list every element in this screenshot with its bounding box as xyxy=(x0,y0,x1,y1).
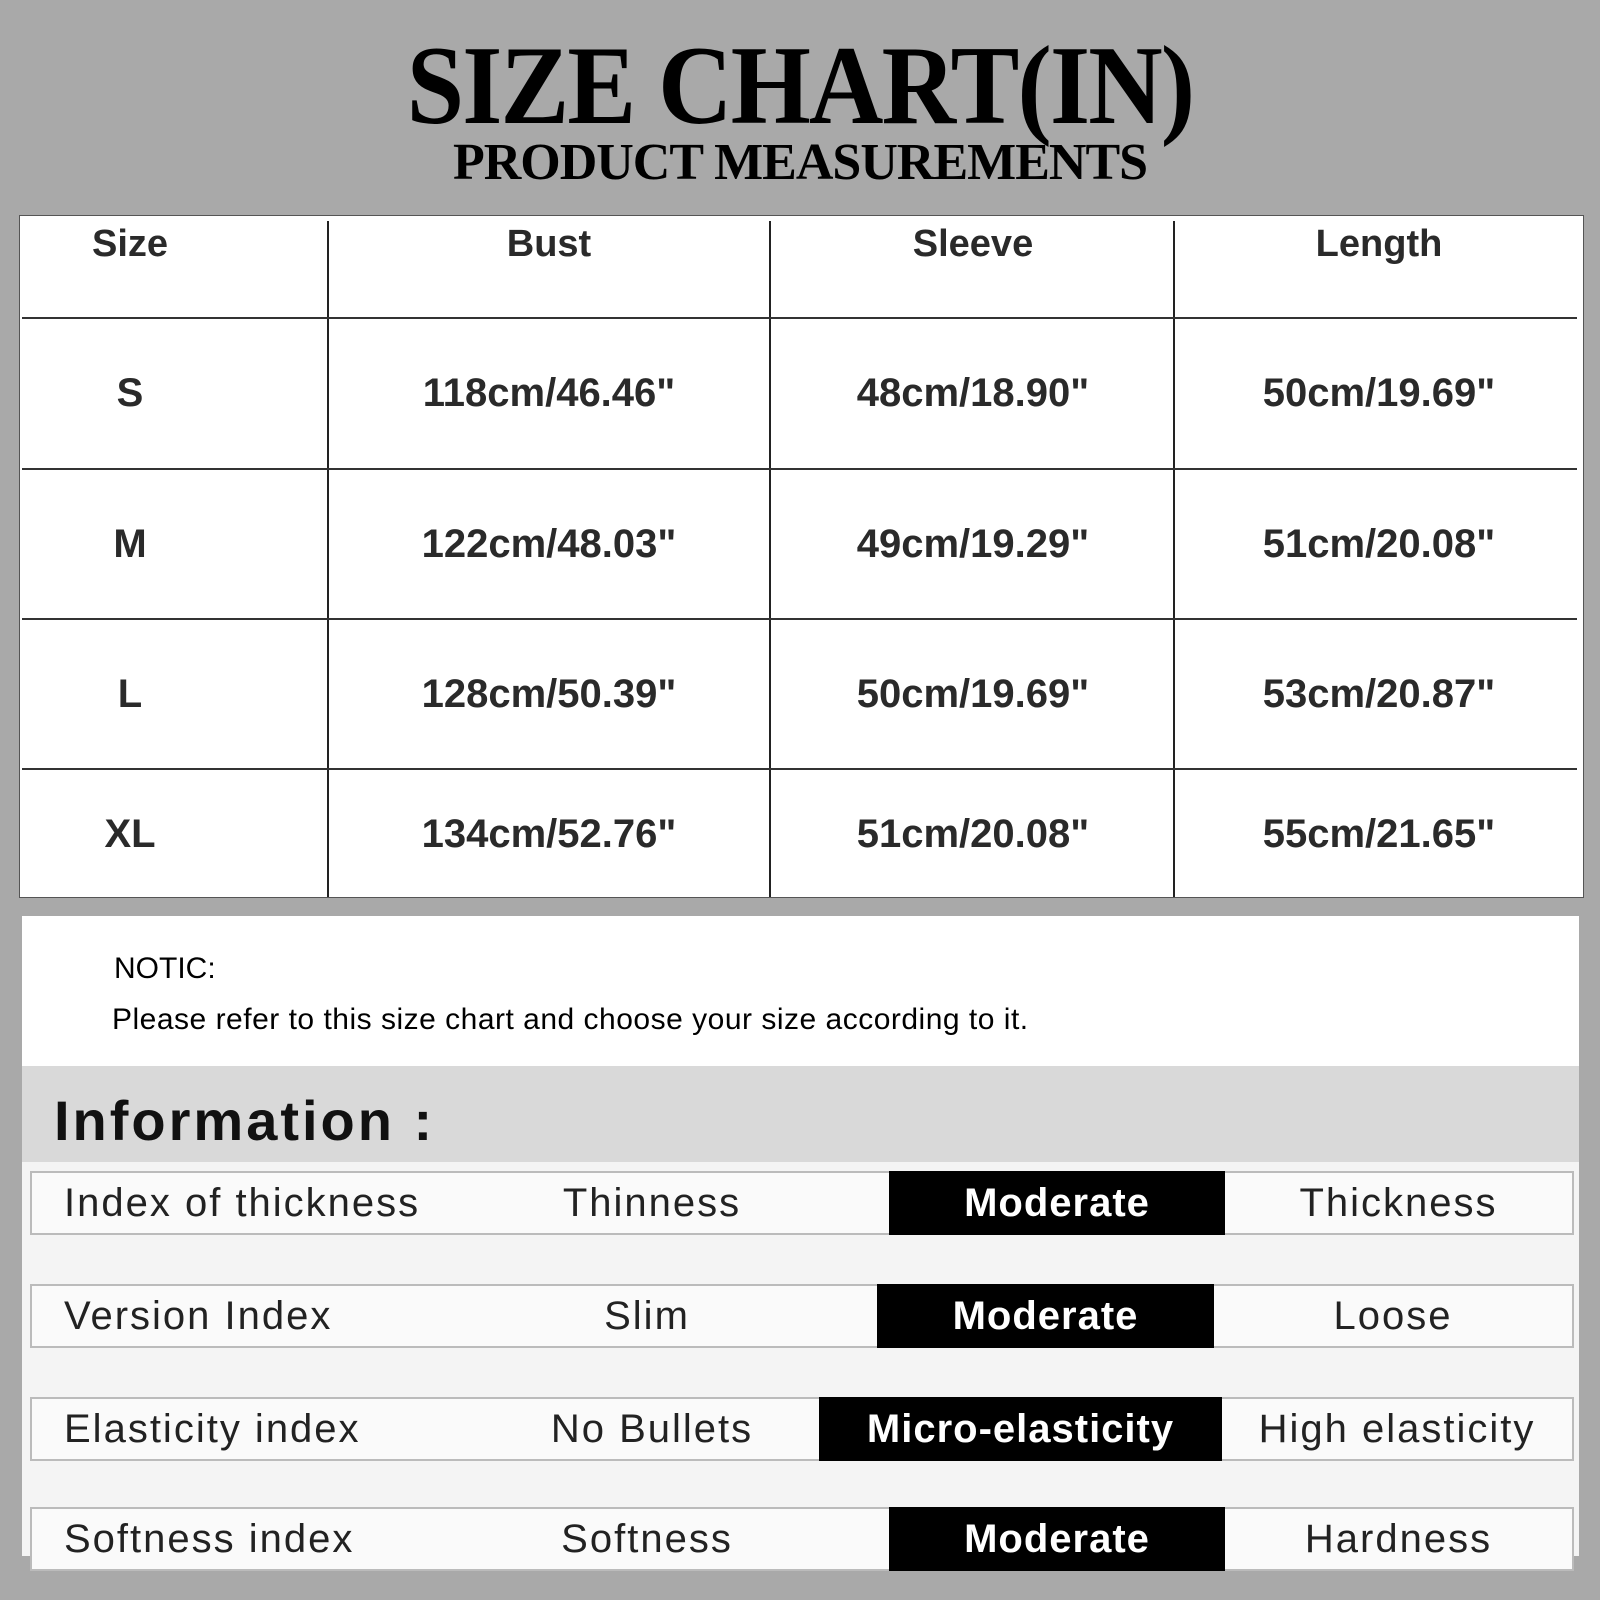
option-low: Softness xyxy=(561,1517,733,1561)
information-header-band xyxy=(22,1066,1579,1162)
notice-panel xyxy=(22,916,1579,1066)
column-divider xyxy=(769,221,771,897)
measurement-cell: 122cm/48.03" xyxy=(421,522,677,566)
measurement-cell: 49cm/19.29" xyxy=(856,522,1090,566)
size-label: L xyxy=(117,672,143,716)
measurement-cell: 50cm/19.69" xyxy=(1262,371,1496,415)
measurement-cell: 118cm/46.46" xyxy=(422,371,676,415)
information-row: Elasticity index No Bullets Micro-elastici… xyxy=(30,1397,1574,1461)
measurement-cell: 128cm/50.39" xyxy=(421,672,677,716)
notice-text: Please refer to this size chart and choo… xyxy=(112,1003,1029,1036)
notice-title: NOTIC: xyxy=(114,952,216,985)
row-divider xyxy=(22,768,1577,770)
page-subtitle: PRODUCT MEASUREMENTS xyxy=(452,134,1148,191)
column-header-sleeve: Sleeve xyxy=(912,223,1034,265)
size-label: S xyxy=(116,371,144,415)
option-high: High elasticity xyxy=(1258,1407,1536,1451)
option-selected: Moderate xyxy=(889,1171,1225,1235)
option-selected: Moderate xyxy=(889,1507,1225,1571)
size-label: XL xyxy=(104,812,156,856)
measurement-cell: 51cm/20.08" xyxy=(1262,522,1496,566)
information-title: Information : xyxy=(54,1089,436,1152)
column-header-size: Size xyxy=(91,223,169,265)
information-row-label: Index of thickness xyxy=(64,1181,421,1225)
row-divider xyxy=(22,468,1577,470)
measurement-cell: 55cm/21.65" xyxy=(1262,812,1496,856)
measurement-cell: 48cm/18.90" xyxy=(856,371,1090,415)
option-low: No Bullets xyxy=(550,1407,754,1451)
row-divider xyxy=(22,618,1577,620)
information-row-label: Softness index xyxy=(64,1517,355,1561)
option-high: Loose xyxy=(1333,1294,1453,1338)
column-header-bust: Bust xyxy=(506,223,592,265)
information-row-label: Version Index xyxy=(64,1294,333,1338)
page-title: SIZE CHART(IN) xyxy=(406,24,1195,148)
information-row-label: Elasticity index xyxy=(64,1407,361,1451)
size-table: Size Bust Sleeve Length S 118cm/46.46" 48cm/18… xyxy=(19,215,1584,898)
option-low: Slim xyxy=(604,1294,690,1338)
option-high: Hardness xyxy=(1304,1517,1493,1561)
row-divider xyxy=(22,317,1577,319)
option-high: Thickness xyxy=(1299,1181,1498,1225)
measurement-cell: 50cm/19.69" xyxy=(856,672,1090,716)
size-label: M xyxy=(113,522,147,566)
option-low: Thinness xyxy=(562,1181,742,1225)
column-divider xyxy=(1173,221,1175,897)
information-row: Version Index Slim Moderate Loose xyxy=(30,1284,1574,1348)
measurement-cell: 134cm/52.76" xyxy=(421,812,677,856)
measurement-cell: 53cm/20.87" xyxy=(1262,672,1496,716)
option-selected: Micro-elasticity xyxy=(819,1397,1222,1461)
information-row: Softness index Softness Moderate Hardness xyxy=(30,1507,1574,1571)
column-header-length: Length xyxy=(1315,223,1443,265)
option-selected: Moderate xyxy=(877,1284,1214,1348)
information-row: Index of thickness Thinness Moderate Thickn… xyxy=(30,1171,1574,1235)
measurement-cell: 51cm/20.08" xyxy=(856,812,1090,856)
column-divider xyxy=(327,221,329,897)
